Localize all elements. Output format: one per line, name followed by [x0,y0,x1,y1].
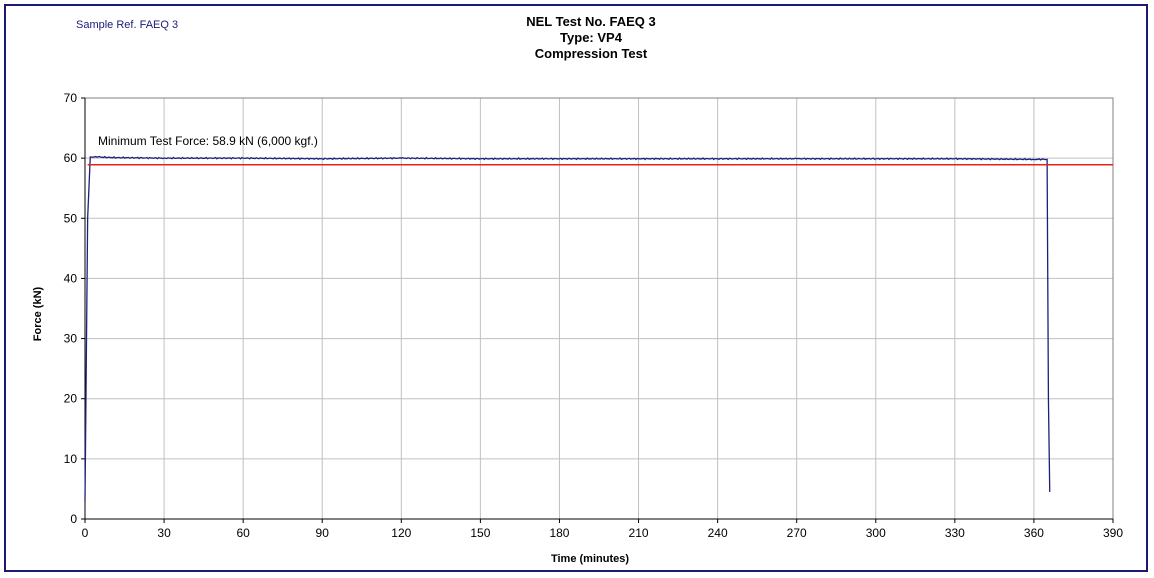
min-force-annotation: Minimum Test Force: 58.9 kN (6,000 kgf.) [98,134,318,148]
x-tick-label: 30 [157,526,171,540]
y-tick-label: 0 [70,512,77,526]
chart-title: NEL Test No. FAEQ 3 Type: VP4 Compressio… [526,14,656,61]
x-tick-label: 150 [470,526,490,540]
chart-title-line-1: NEL Test No. FAEQ 3 [526,14,656,29]
x-tick-label: 330 [945,526,965,540]
data-series [84,155,1113,501]
x-tick-label: 60 [236,526,250,540]
y-tick-label: 50 [64,211,78,225]
x-tick-label: 390 [1103,526,1123,540]
chart-svg: Sample Ref. FAEQ 3 NEL Test No. FAEQ 3 T… [32,14,1123,565]
y-tick-label: 20 [64,392,78,406]
force-series-line [84,155,1051,501]
grid-lines [85,97,1114,519]
x-tick-label: 300 [866,526,886,540]
y-tick-labels: 0 10 20 30 40 50 60 70 [64,91,86,526]
x-tick-labels: 0 30 60 90 120 150 180 210 240 270 300 330 360 390 [82,518,1123,540]
y-tick-label: 10 [64,452,78,466]
y-tick-label: 70 [64,91,78,105]
x-axis-label: Time (minutes) [551,553,629,565]
plot-area-border [84,97,1114,520]
x-tick-label: 120 [391,526,411,540]
y-axis-label: Force (kN) [32,286,44,341]
x-tick-label: 180 [549,526,569,540]
chart-title-line-3: Compression Test [535,46,648,61]
x-tick-label: 360 [1024,526,1044,540]
x-tick-label: 90 [316,526,330,540]
x-tick-label: 270 [787,526,807,540]
y-tick-label: 60 [64,151,78,165]
chart-title-line-2: Type: VP4 [560,30,623,45]
y-tick-label: 30 [64,332,78,346]
y-tick-label: 40 [64,271,78,285]
sample-ref: Sample Ref. FAEQ 3 [76,19,178,31]
x-tick-label: 240 [708,526,728,540]
x-tick-label: 210 [629,526,649,540]
chart-frame: Sample Ref. FAEQ 3 NEL Test No. FAEQ 3 T… [4,4,1148,572]
x-tick-label: 0 [82,526,89,540]
